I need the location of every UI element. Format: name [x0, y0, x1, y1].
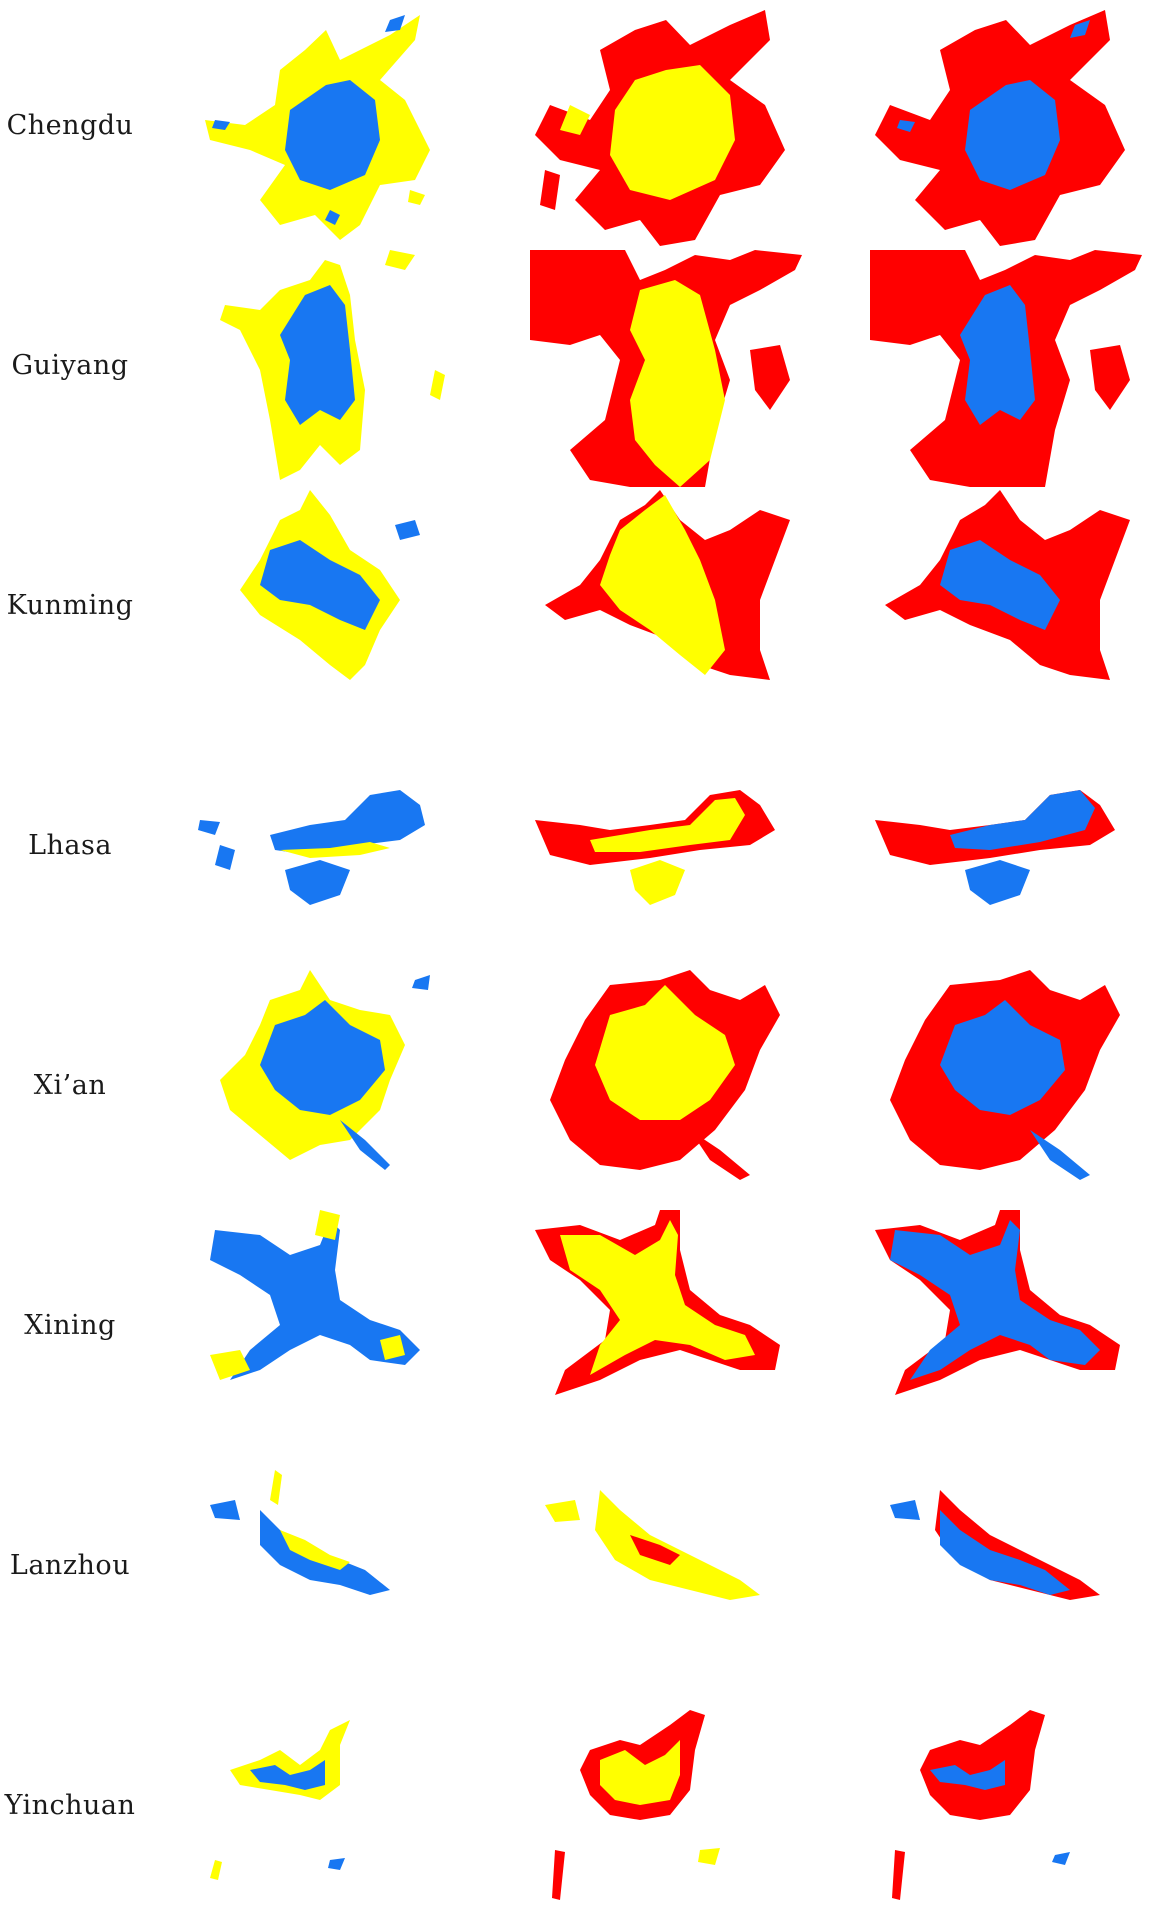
map-panel-c	[870, 970, 1142, 1207]
map-panel-a	[190, 250, 462, 487]
map-panel-b	[530, 490, 802, 727]
map-panel-c	[870, 1210, 1142, 1447]
map-panel-b	[530, 1690, 802, 1927]
map-panel-b	[530, 1210, 802, 1447]
city-label: Xi’an	[33, 1070, 107, 1101]
row-kunming: Kunming	[0, 490, 1156, 727]
map-panel-a	[190, 10, 462, 247]
city-label: Lhasa	[28, 830, 112, 861]
map-panel-a	[190, 1690, 462, 1927]
map-panel-a	[190, 1210, 462, 1447]
city-label: Xining	[24, 1310, 116, 1341]
city-label: Kunming	[6, 590, 134, 621]
row-xian: Xi’an	[0, 970, 1156, 1207]
city-label: Guiyang	[11, 350, 129, 381]
row-chengdu: Chengdu	[0, 10, 1156, 247]
map-panel-b	[530, 1450, 802, 1687]
map-panel-b	[530, 250, 802, 487]
map-panel-c	[870, 1690, 1142, 1927]
row-lhasa: Lhasa	[0, 730, 1156, 967]
map-panel-a	[190, 970, 462, 1207]
map-panel-c	[870, 10, 1142, 247]
map-panel-a	[190, 730, 462, 967]
map-panel-a	[190, 1450, 462, 1687]
row-lanzhou: Lanzhou	[0, 1450, 1156, 1687]
map-panel-c	[870, 490, 1142, 727]
map-panel-c	[870, 250, 1142, 487]
map-panel-a	[190, 490, 462, 727]
row-xining: Xining	[0, 1210, 1156, 1447]
map-panel-b	[530, 10, 802, 247]
map-panel-b	[530, 730, 802, 967]
city-label: Lanzhou	[9, 1550, 131, 1581]
map-panel-c	[870, 1450, 1142, 1687]
row-guiyang: Guiyang	[0, 250, 1156, 487]
map-panel-c	[870, 730, 1142, 967]
city-label: Yinchuan	[4, 1790, 136, 1821]
city-label: Chengdu	[6, 110, 134, 141]
map-panel-b	[530, 970, 802, 1207]
row-yinchuan: Yinchuan	[0, 1690, 1156, 1927]
